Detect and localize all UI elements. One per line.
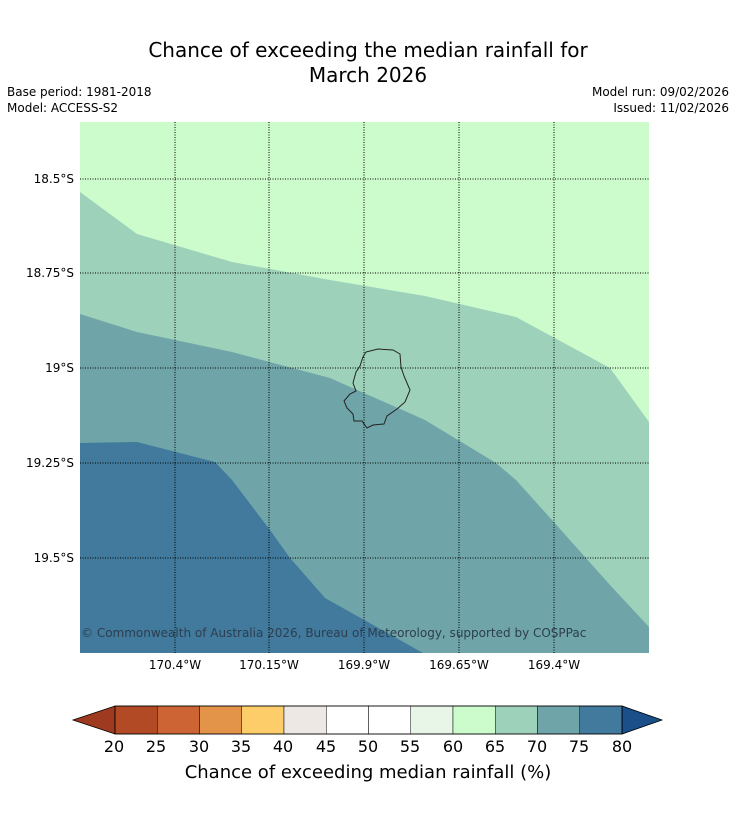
colorbar-cell <box>410 705 454 735</box>
colorbar-tick: 70 <box>526 737 548 756</box>
lat-label: 19.25°S <box>26 456 74 470</box>
colorbar-cell <box>452 705 496 735</box>
colorbar-over <box>621 705 664 735</box>
colorbar-cell <box>326 705 369 735</box>
colorbar-tick: 40 <box>272 737 294 756</box>
title-line-2: March 2026 <box>308 63 428 87</box>
title-line-1: Chance of exceeding the median rainfall … <box>148 38 588 62</box>
colorbar-under <box>71 705 116 735</box>
colorbar-cell <box>495 705 538 735</box>
base-period: Base period: 1981-2018 <box>7 85 152 99</box>
map-title: Chance of exceeding the median rainfall … <box>0 38 736 88</box>
model-run: Model run: 09/02/2026 <box>591 85 729 99</box>
model-name: Model: ACCESS-S2 <box>7 101 119 115</box>
colorbar-cell <box>241 705 285 735</box>
meta-left: Base period: 1981-2018 Model: ACCESS-S2 <box>7 84 152 116</box>
colorbar-tick: 80 <box>611 737 633 756</box>
lat-label: 19°S <box>45 361 74 375</box>
colorbar-tick: 45 <box>315 737 337 756</box>
lon-label: 170.15°W <box>239 658 299 672</box>
colorbar-cells <box>114 705 623 735</box>
colorbar <box>71 705 664 735</box>
colorbar-tick: 60 <box>442 737 464 756</box>
colorbar-tick: 50 <box>357 737 379 756</box>
colorbar-tick: 65 <box>484 737 506 756</box>
colorbar-cell <box>114 705 158 735</box>
colorbar-frame <box>114 705 623 735</box>
map-area: © Commonwealth of Australia 2026, Bureau… <box>80 122 649 653</box>
lon-label: 170.4°W <box>148 658 202 672</box>
lat-label: 19.5°S <box>33 551 74 565</box>
colorbar-label: Chance of exceeding median rainfall (%) <box>184 762 552 783</box>
colorbar-tick: 25 <box>145 737 167 756</box>
lat-label: 18.75°S <box>26 266 74 280</box>
copyright-text: © Commonwealth of Australia 2026, Bureau… <box>81 626 586 640</box>
colorbar-cell <box>537 705 580 735</box>
colorbar-cell <box>579 705 623 735</box>
colorbar-tick: 75 <box>568 737 590 756</box>
lon-label: 169.65°W <box>429 658 489 672</box>
graticule <box>80 122 649 653</box>
lat-label: 18.5°S <box>33 172 74 186</box>
colorbar-tick: 55 <box>399 737 421 756</box>
island-outline <box>343 348 411 429</box>
lon-label: 169.9°W <box>337 658 391 672</box>
meta-right: Model run: 09/02/2026 Issued: 11/02/2026 <box>592 84 729 116</box>
band-80-plus <box>80 442 423 653</box>
colorbar-cell <box>199 705 242 735</box>
issued-date: Issued: 11/02/2026 <box>613 101 729 115</box>
colorbar-tick: 30 <box>188 737 210 756</box>
colorbar-tick: 35 <box>230 737 252 756</box>
colorbar-tick: 20 <box>103 737 125 756</box>
colorbar-cell <box>157 705 200 735</box>
lon-label: 169.4°W <box>527 658 581 672</box>
colorbar-cell <box>368 705 411 735</box>
colorbar-cell <box>283 705 327 735</box>
